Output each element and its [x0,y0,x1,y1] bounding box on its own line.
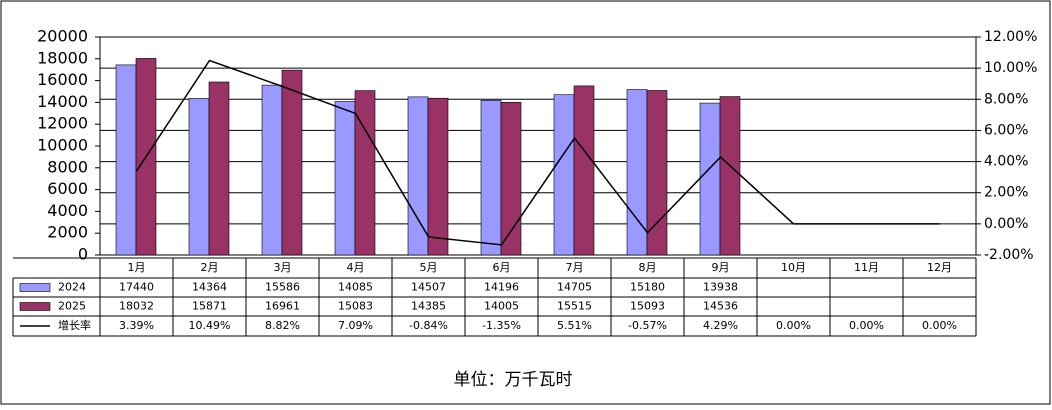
x-tick-label: 2月 [201,261,219,274]
bar [261,84,283,256]
bar [281,69,303,256]
table-value: 10.49% [189,319,231,332]
table-value: 0.00% [849,319,884,332]
table-value: 16961 [265,300,300,313]
plot-area [99,36,977,256]
table-value: 5.51% [557,319,592,332]
table-value: 14507 [411,281,446,294]
table-value: 14385 [411,300,446,313]
legend-swatch [19,302,51,311]
y2-tick-label: 10.00% [984,60,1037,76]
table-value: 14364 [192,281,227,294]
table-value: 15083 [338,300,373,313]
table-value: 15180 [630,281,665,294]
y-tick-label: 14000 [37,92,88,111]
table-value: 4.29% [703,319,738,332]
y2-tick-label: 4.00% [984,154,1028,170]
bar [480,99,502,256]
table-value: 14085 [338,281,373,294]
bar [626,89,648,256]
x-tick-label: 1月 [128,261,146,274]
table-value: 3.39% [119,319,154,332]
x-tick-label: 7月 [566,261,584,274]
line [135,59,940,246]
legend-label: 2025 [58,300,86,313]
legend-label: 增长率 [58,318,91,332]
y-tick-label: 20000 [37,27,88,46]
x-tick-label: 10月 [781,261,806,274]
x-tick-label: 6月 [493,261,511,274]
bar [646,90,668,256]
y-tick-label: 10000 [37,136,88,155]
bar [354,90,376,256]
y-tick-label: 16000 [37,70,88,89]
table-value: 15093 [630,300,665,313]
table-value: 14196 [484,281,519,294]
y-tick-label: 0 [78,245,88,264]
bar [188,98,210,256]
table-value: 15515 [557,300,592,313]
table-value: 14536 [703,300,738,313]
x-tick-label: 12月 [927,261,952,274]
y-tick-label: 6000 [47,179,88,198]
legend-swatch [19,283,51,292]
y-tick-label: 18000 [37,48,88,67]
table-value: 18032 [119,300,154,313]
table-value: 0.00% [776,319,811,332]
x-tick-label: 8月 [639,261,657,274]
y2-tick-label: 12.00% [984,29,1037,45]
bar [699,102,721,256]
table-value: 17440 [119,281,154,294]
y-tick-label: 12000 [37,114,88,133]
table-value: 15871 [192,300,227,313]
table-value: 14705 [557,281,592,294]
x-tick-label: 5月 [420,261,438,274]
x-tick-label: 4月 [347,261,365,274]
bar [553,94,575,256]
y2-tick-label: 6.00% [984,122,1028,138]
table-value: 15586 [265,281,300,294]
table-value: 7.09% [338,319,373,332]
y2-tick-label: 8.00% [984,91,1028,107]
bar [573,85,595,256]
table-value: 0.00% [922,319,957,332]
bar [208,81,230,256]
table-value: 8.82% [265,319,300,332]
y-tick-label: 8000 [47,157,88,176]
y-tick-label: 2000 [47,223,88,242]
table-value: -0.84% [409,319,448,332]
x-tick-label: 3月 [274,261,292,274]
legend-label: 2024 [58,281,86,294]
bar [334,101,356,256]
y2-tick-label: 2.00% [984,185,1028,201]
y-tick-label: 4000 [47,201,88,220]
table-value: -1.35% [482,319,521,332]
bar [719,96,741,256]
bar [427,97,449,256]
table-value: 14005 [484,300,519,313]
table-value: -0.57% [628,319,667,332]
unit-label: 单位：万千瓦时 [454,370,573,390]
x-tick-label: 11月 [854,261,879,274]
y2-tick-label: 0.00% [984,216,1028,232]
bar [115,64,137,256]
table-value: 13938 [703,281,738,294]
y2-tick-label: -2.00% [984,247,1034,263]
bar [500,102,522,256]
x-tick-label: 9月 [712,261,730,274]
